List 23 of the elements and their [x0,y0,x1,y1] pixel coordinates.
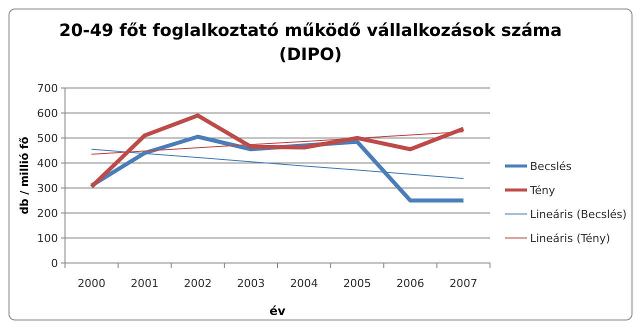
x-tick-label: 2004 [290,277,318,290]
y-tick-label: 500 [37,132,58,145]
chart-title: 20-49 főt foglalkoztató működő vállalkozások száma (DIPO) [59,21,562,65]
y-axis-title: db / millió fő [18,136,31,214]
legend-label: Becslés [530,160,572,173]
x-tick-label: 2003 [236,277,265,290]
y-tick-label: 700 [37,82,58,95]
x-tick-label: 2001 [130,277,159,290]
y-tick-label: 300 [37,182,58,195]
x-tick-label: 2005 [343,277,372,290]
x-tick-label: 2000 [78,277,106,290]
legend-label: Lineáris (Becslés) [530,208,627,221]
x-tick-label: 2002 [184,277,212,290]
legend-label: Lineáris (Tény) [530,232,610,245]
y-tick-label: 100 [37,232,58,245]
legend-label: Tény [529,184,556,197]
x-tick-label: 2006 [396,277,424,290]
x-tick-label: 2007 [449,277,478,290]
y-tick-label: 0 [51,257,58,270]
x-axis-title: év [270,304,286,318]
y-tick-label: 200 [37,207,58,220]
y-tick-label: 400 [37,157,58,170]
y-tick-label: 600 [37,107,58,120]
